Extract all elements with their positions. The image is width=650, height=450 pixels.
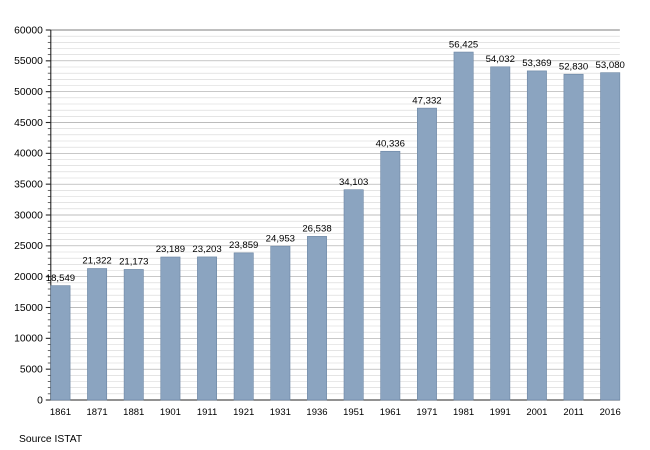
svg-text:2011: 2011: [563, 407, 583, 418]
svg-text:1951: 1951: [343, 407, 364, 418]
svg-text:1861: 1861: [50, 407, 71, 418]
svg-text:1936: 1936: [306, 407, 327, 418]
svg-text:1981: 1981: [453, 407, 474, 418]
svg-text:52,830: 52,830: [559, 61, 588, 72]
svg-text:1961: 1961: [380, 407, 401, 418]
svg-text:1931: 1931: [270, 407, 291, 418]
svg-text:21,173: 21,173: [119, 257, 148, 268]
svg-text:34,103: 34,103: [339, 177, 368, 188]
svg-text:1971: 1971: [416, 407, 437, 418]
svg-text:35000: 35000: [14, 179, 43, 190]
svg-text:10000: 10000: [14, 334, 43, 345]
svg-text:53,369: 53,369: [522, 58, 551, 69]
svg-text:18,549: 18,549: [46, 273, 75, 284]
svg-text:40,336: 40,336: [376, 138, 405, 149]
svg-text:21,322: 21,322: [82, 256, 111, 267]
svg-text:60000: 60000: [14, 25, 43, 36]
svg-text:1881: 1881: [123, 407, 144, 418]
svg-text:Source ISTAT: Source ISTAT: [19, 434, 83, 445]
svg-text:56,425: 56,425: [449, 39, 478, 50]
svg-text:26,538: 26,538: [302, 224, 331, 235]
svg-text:23,203: 23,203: [192, 244, 221, 255]
svg-text:20000: 20000: [14, 272, 43, 283]
svg-text:2016: 2016: [600, 407, 621, 418]
svg-text:40000: 40000: [14, 149, 43, 160]
svg-text:1911: 1911: [197, 407, 217, 418]
svg-text:23,859: 23,859: [229, 240, 258, 251]
svg-text:15000: 15000: [14, 303, 43, 314]
svg-text:47,332: 47,332: [412, 95, 441, 106]
svg-text:2001: 2001: [526, 407, 547, 418]
svg-text:25000: 25000: [14, 241, 43, 252]
svg-text:55000: 55000: [14, 56, 43, 67]
svg-text:1871: 1871: [87, 407, 108, 418]
svg-text:24,953: 24,953: [266, 233, 295, 244]
svg-text:30000: 30000: [14, 210, 43, 221]
svg-text:45000: 45000: [14, 118, 43, 129]
svg-text:23,189: 23,189: [156, 244, 185, 255]
svg-text:54,032: 54,032: [486, 54, 515, 65]
svg-text:5000: 5000: [20, 364, 43, 375]
svg-text:53,080: 53,080: [596, 60, 625, 71]
svg-text:0: 0: [37, 395, 43, 406]
svg-text:50000: 50000: [14, 87, 43, 98]
svg-text:1921: 1921: [233, 407, 254, 418]
svg-text:1991: 1991: [490, 407, 511, 418]
svg-text:1901: 1901: [160, 407, 181, 418]
